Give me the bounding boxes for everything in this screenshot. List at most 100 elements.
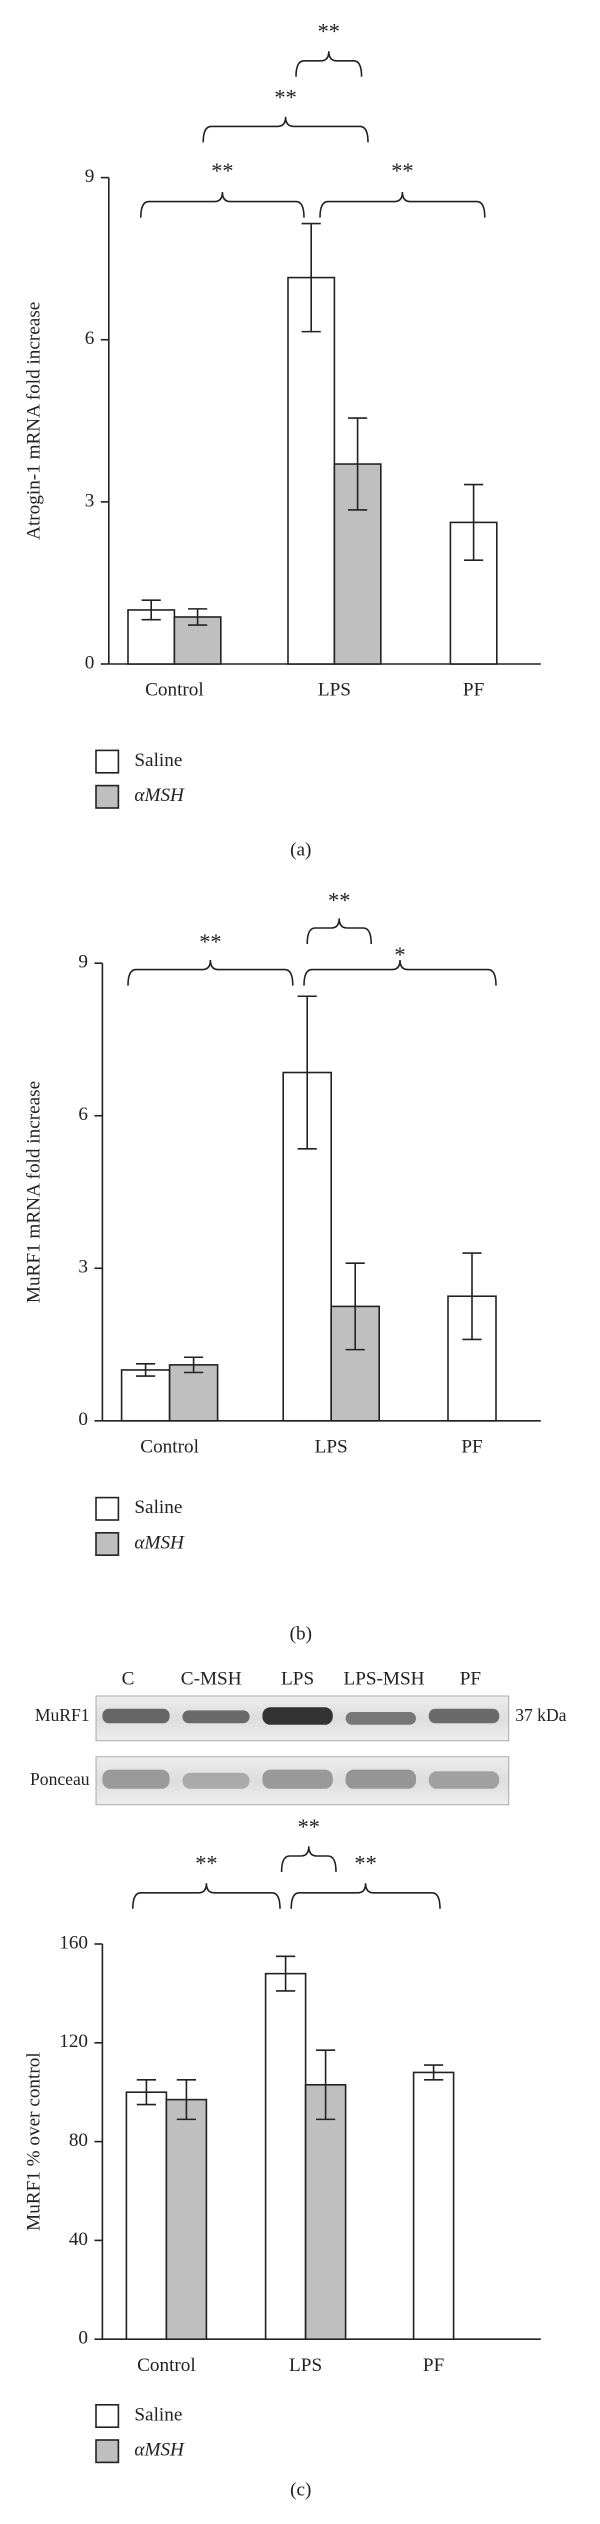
y-tick-label: 6	[85, 328, 95, 349]
x-tick-label: LPS	[318, 680, 351, 701]
x-tick-label: LPS	[289, 2355, 322, 2376]
y-tick-label: 9	[78, 952, 88, 973]
significance-bracket	[132, 1883, 281, 1909]
x-tick-label: Control	[145, 680, 204, 701]
significance-label: **	[328, 888, 350, 913]
significance-label: **	[195, 1851, 217, 1876]
significance-bracket	[295, 51, 363, 77]
lane-label: PF	[460, 1668, 481, 1689]
significance-bracket	[306, 918, 372, 945]
bar	[304, 2083, 347, 2341]
legend-swatch	[95, 2404, 120, 2428]
significance-bracket	[202, 116, 369, 143]
caption: (b)	[290, 1624, 312, 1645]
significance-bracket	[290, 1883, 441, 1909]
error-bar	[141, 599, 161, 621]
error-bar	[176, 2079, 196, 2121]
blot-band	[345, 1712, 416, 1725]
blot-band	[102, 1708, 170, 1724]
y-tick-label: 160	[59, 1932, 88, 1953]
y-axis-label: Atrogin-1 mRNA fold increase	[24, 302, 45, 540]
x-tick-label: PF	[423, 2355, 444, 2376]
error-bar	[136, 1363, 156, 1377]
size-label: 37 kDa	[515, 1705, 566, 1725]
significance-bracket	[319, 191, 486, 218]
bar	[287, 276, 336, 665]
bar	[412, 2071, 455, 2341]
legend-swatch	[95, 784, 120, 809]
bar	[120, 1369, 171, 1422]
y-tick-label: 0	[78, 2328, 88, 2349]
error-bar	[297, 995, 317, 1150]
significance-bracket	[280, 1846, 337, 1873]
legend-swatch	[95, 2439, 120, 2464]
legend-label: Saline	[134, 750, 182, 771]
legend-label: Saline	[134, 2404, 182, 2425]
error-bar	[424, 2064, 444, 2081]
blot-band	[345, 1769, 416, 1789]
error-bar	[188, 608, 208, 626]
bar	[264, 1972, 307, 2341]
blot-band	[262, 1707, 333, 1725]
legend-swatch	[95, 1532, 120, 1556]
error-bar	[136, 2079, 156, 2106]
bar	[165, 2098, 208, 2340]
y-axis-label: MuRF1 % over control	[24, 2052, 45, 2231]
legend-swatch	[95, 749, 120, 774]
error-bar	[462, 1252, 482, 1341]
significance-label: **	[354, 1851, 376, 1876]
x-tick-label: PF	[461, 1436, 482, 1457]
significance-bracket	[303, 959, 497, 986]
legend-label: αMSH	[134, 2440, 185, 2461]
y-tick-label: 0	[78, 1409, 88, 1430]
error-bar	[276, 1955, 296, 1992]
error-bar	[464, 483, 484, 562]
lane-label: LPS	[281, 1668, 314, 1689]
x-tick-label: Control	[140, 1436, 199, 1457]
legend-label: αMSH	[134, 1532, 185, 1553]
caption: (a)	[290, 840, 311, 861]
legend-swatch	[95, 1496, 120, 1521]
lane-label: LPS-MSH	[343, 1668, 424, 1689]
blot-band	[102, 1769, 170, 1789]
error-bar	[345, 1262, 365, 1351]
row-label: MuRF1	[35, 1705, 90, 1725]
blot-band	[428, 1771, 500, 1789]
x-tick-label: LPS	[315, 1436, 348, 1457]
error-bar	[184, 1356, 204, 1374]
significance-label: **	[211, 158, 233, 183]
significance-label: **	[274, 84, 296, 109]
y-tick-label: 120	[59, 2031, 88, 2052]
y-tick-label: 0	[85, 652, 95, 673]
significance-label: **	[391, 158, 413, 183]
legend-label: αMSH	[134, 785, 185, 806]
significance-label: *	[394, 942, 405, 967]
blot-band	[182, 1710, 250, 1724]
y-tick-label: 9	[85, 166, 95, 187]
y-tick-label: 6	[78, 1104, 88, 1125]
significance-bracket	[127, 959, 294, 986]
blot-band	[182, 1772, 250, 1789]
error-bar	[301, 222, 321, 333]
significance-label: **	[298, 1814, 320, 1839]
significance-bracket	[140, 191, 305, 218]
caption: (c)	[290, 2480, 311, 2501]
y-tick-label: 40	[69, 2229, 88, 2250]
y-axis-label: MuRF1 mRNA fold increase	[24, 1081, 45, 1303]
x-tick-label: PF	[463, 680, 484, 701]
x-tick-label: Control	[137, 2355, 196, 2376]
error-bar	[316, 2049, 336, 2121]
lane-label: C	[122, 1668, 135, 1689]
bar	[125, 2091, 168, 2341]
y-tick-label: 80	[69, 2130, 88, 2151]
bar	[168, 1364, 219, 1422]
error-bar	[348, 417, 368, 511]
lane-label: C-MSH	[181, 1668, 242, 1689]
significance-label: **	[199, 929, 221, 954]
y-tick-label: 3	[78, 1257, 88, 1278]
blot: C C-MSH LPS LPS-MSH PF MuRF1 Ponceau 37 …	[30, 1668, 567, 1806]
row-label: Ponceau	[30, 1769, 90, 1789]
legend-label: Saline	[134, 1497, 182, 1518]
blot-band	[262, 1769, 333, 1789]
